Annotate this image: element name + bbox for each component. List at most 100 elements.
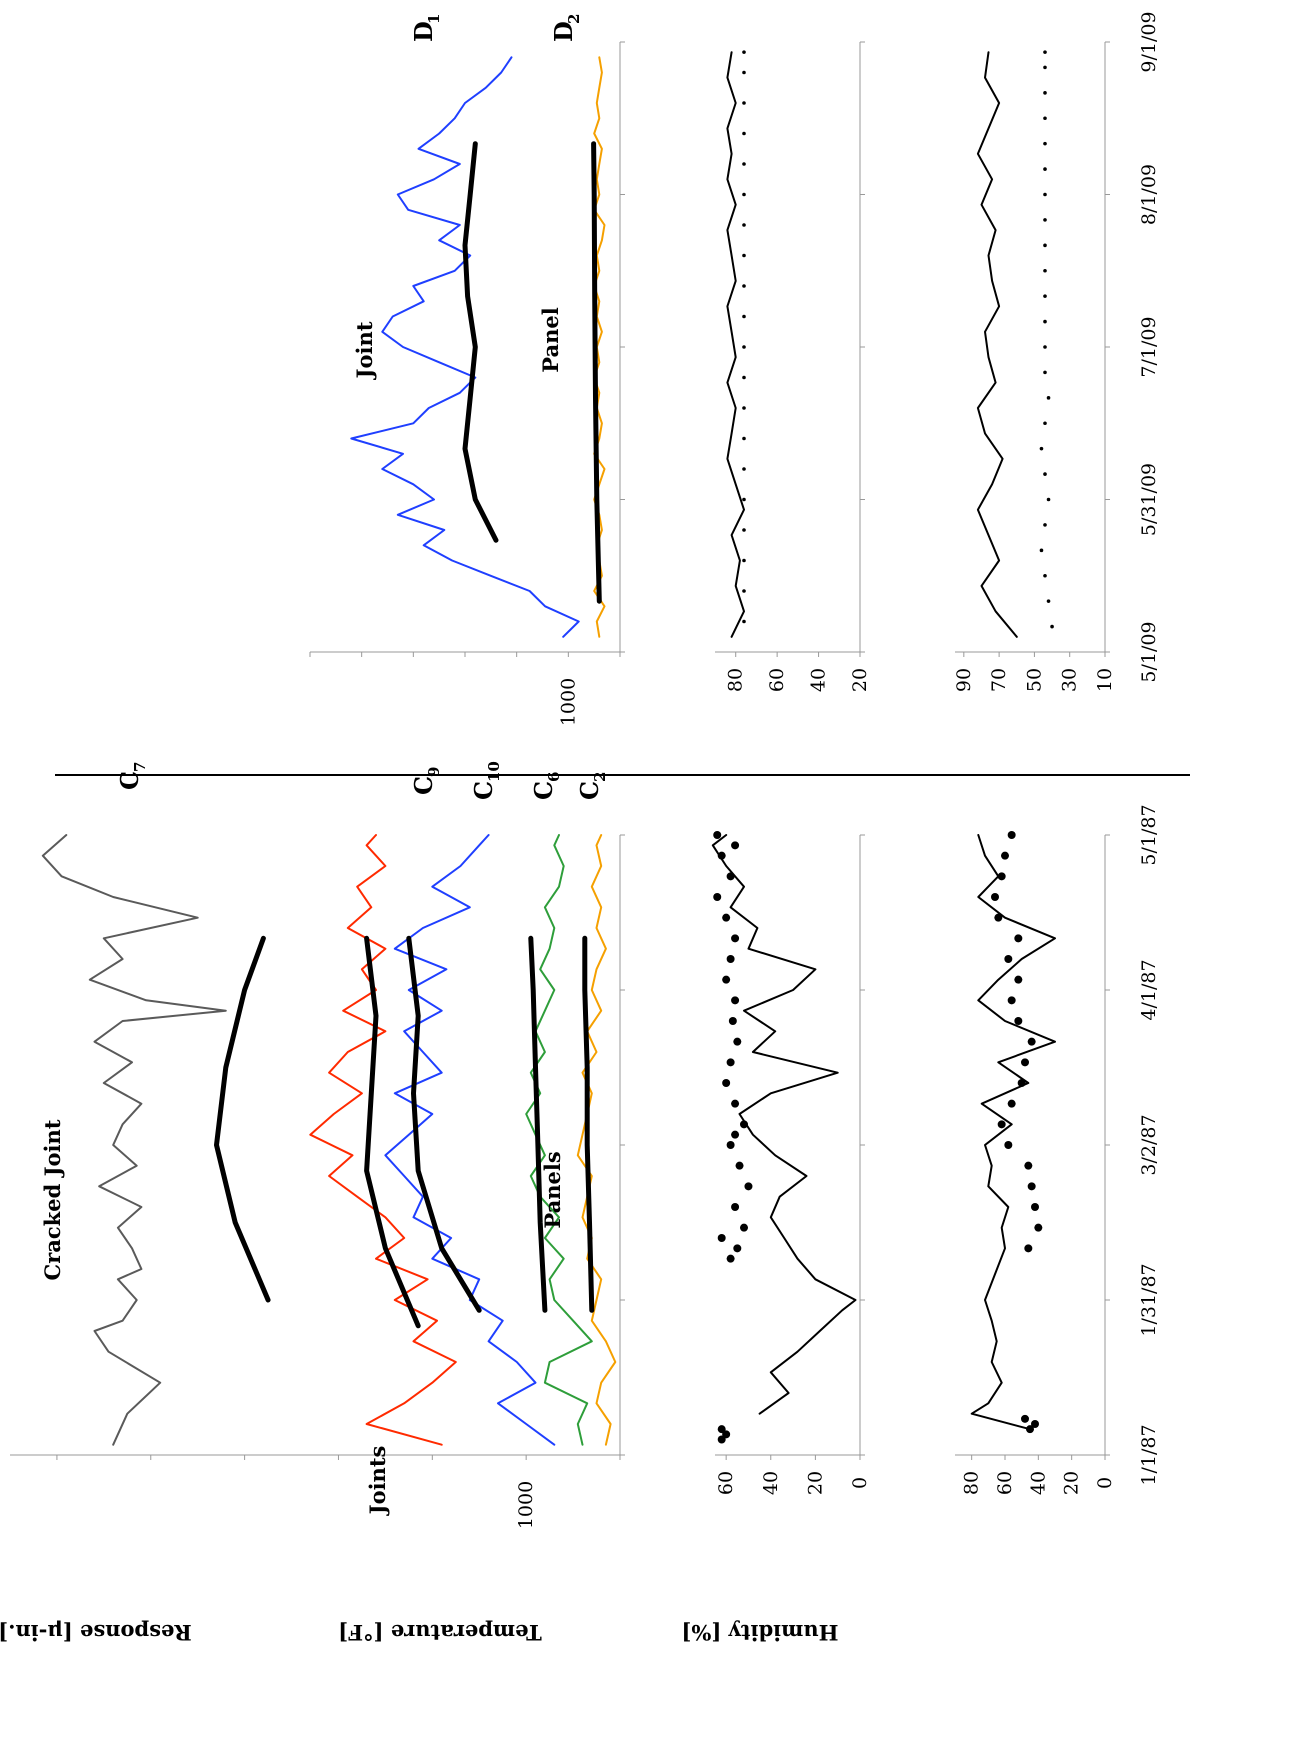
humidity-1987-point xyxy=(1024,1161,1033,1170)
temperature-2009-series-line xyxy=(726,51,745,638)
temperature-1987-value-tick-label: 60 xyxy=(715,1471,737,1495)
humidity-2009-point xyxy=(1046,599,1051,603)
temperature-1987-value-tick-label: 20 xyxy=(804,1471,826,1495)
response-1987-series-c2-trend xyxy=(582,935,595,1313)
label-c9: C 9 xyxy=(409,767,443,795)
response-2009-series-d2-trend xyxy=(591,141,602,604)
temperature-2009-point xyxy=(742,284,746,288)
temperature-1987-point xyxy=(731,841,740,850)
label-c6-main: C xyxy=(529,781,558,800)
humidity-2009-value-tick-label: 70 xyxy=(988,668,1010,692)
humidity-1987-series-line xyxy=(970,834,1056,1431)
response-2009-series-d1-trend xyxy=(462,141,499,543)
temperature-1987-value-tick-label: 0 xyxy=(849,1477,871,1489)
temperature-2009-point xyxy=(742,253,746,258)
temperature-1987-point xyxy=(740,1223,748,1232)
response-2009-value-tick-label: 1000 xyxy=(557,678,579,726)
humidity-2009-point xyxy=(1043,243,1047,248)
temperature-1987-series-line xyxy=(711,834,857,1415)
response-1987-series-c7-trend xyxy=(214,935,271,1303)
series-layer xyxy=(41,50,1056,1446)
cracked-joint-label: Cracked Joint xyxy=(40,1119,65,1280)
joints-label: Joints xyxy=(365,1446,390,1517)
humidity-1987-point xyxy=(991,893,999,901)
humidity-2009-point xyxy=(1046,497,1051,502)
label-c2-main: C xyxy=(575,781,604,800)
humidity-1987-point xyxy=(994,913,1003,922)
temperature-1987-point xyxy=(733,1244,742,1253)
humidity-2009-value-tick-label: 10 xyxy=(1094,668,1116,692)
humidity-1987-point xyxy=(1021,1058,1029,1067)
humidity-2009-point xyxy=(1043,294,1047,298)
humidity-2009-value-tick-label: 90 xyxy=(953,668,975,692)
response-1987-series-c10 xyxy=(384,834,556,1446)
response-1987-series-c9 xyxy=(309,834,457,1446)
temperature-1987-point xyxy=(731,934,740,943)
humidity-1987-point xyxy=(1031,1420,1039,1428)
response-1987-series-c9-trend xyxy=(364,935,421,1329)
humidity-2009-point xyxy=(1043,218,1047,222)
temperature-2009-point xyxy=(742,406,746,410)
humidity-2009-point xyxy=(1046,396,1051,400)
humidity-2009-point xyxy=(1039,548,1044,553)
label-c2: C 2 xyxy=(575,772,609,800)
humidity-2009-point xyxy=(1043,523,1047,527)
temperature-1987-point xyxy=(733,1037,742,1046)
humidity-2009-value-tick-label: 50 xyxy=(1023,668,1045,692)
humidity-1987-point xyxy=(1021,1414,1029,1423)
temperature-axis-label: Temperature [°F] xyxy=(338,1620,542,1645)
temperature-2009-value-tick-label: 80 xyxy=(725,668,747,692)
humidity-2009-point xyxy=(1043,65,1047,70)
temperature-1987-point xyxy=(713,893,722,901)
humidity-2009-point xyxy=(1043,192,1047,197)
temperature-1987-point xyxy=(726,955,735,963)
temperature-2009-value-tick-label: 40 xyxy=(808,668,830,692)
humidity-1987-point xyxy=(1014,975,1023,984)
label-c6: C 6 xyxy=(529,772,563,800)
temperature-1987-point xyxy=(713,831,722,839)
temperature-1987-point xyxy=(728,1017,737,1025)
humidity-2009-point xyxy=(1043,268,1047,273)
response-1987-series-c6-trend xyxy=(528,935,548,1313)
humidity-1987-value-tick-label: 20 xyxy=(1061,1471,1083,1495)
humidity-1987-point xyxy=(1034,1223,1043,1232)
humidity-1987-point xyxy=(1014,934,1023,943)
temperature-1987-point xyxy=(726,1254,735,1263)
temperature-2009-point xyxy=(742,497,746,502)
temperature-2009-point xyxy=(742,50,746,54)
panel-label: Panel xyxy=(538,307,563,372)
temperature-1987-point xyxy=(740,1120,748,1129)
humidity-2009-point xyxy=(1043,167,1047,171)
label-c7-main: C xyxy=(115,771,144,790)
label-d1-sub: 1 xyxy=(425,14,443,24)
temperature-1987-point xyxy=(722,1430,731,1439)
label-d2-main: D xyxy=(549,21,578,42)
temperature-1987-point xyxy=(726,1141,735,1149)
temperature-2009-point xyxy=(742,589,746,593)
humidity-2009-point xyxy=(1043,573,1047,578)
temperature-2009-point xyxy=(742,619,746,624)
humidity-1987-point xyxy=(1007,831,1016,839)
humidity-1987-point xyxy=(1007,996,1016,1005)
humidity-2009-time-tick-label: 5/31/09 xyxy=(1138,463,1160,536)
temperature-1987-point xyxy=(726,1058,735,1067)
label-c2-sub: 2 xyxy=(591,772,609,782)
temperature-1987-point xyxy=(722,1079,731,1087)
humidity-2009-point xyxy=(1043,472,1047,476)
humidity-1987-time-tick-label: 5/1/87 xyxy=(1138,804,1160,865)
label-d2: D 2 xyxy=(549,14,583,42)
temperature-1987-point xyxy=(717,1425,726,1434)
humidity-2009-time-tick-label: 7/1/09 xyxy=(1138,316,1160,377)
temperature-1987-point xyxy=(731,1099,740,1108)
humidity-1987-value-tick-label: 60 xyxy=(994,1471,1016,1495)
humidity-2009-point xyxy=(1043,141,1047,146)
temperature-1987-point xyxy=(731,1203,740,1211)
response-axis-label: Response [μ-in.] xyxy=(0,1620,192,1645)
humidity-1987-point xyxy=(1024,1244,1033,1253)
response-2009-series-d1 xyxy=(350,56,580,638)
temperature-1987-point xyxy=(744,1182,753,1191)
humidity-1987-time-tick-label: 1/31/87 xyxy=(1138,1263,1160,1336)
temperature-1987-point xyxy=(731,1130,740,1139)
temperature-2009-point xyxy=(742,162,746,166)
